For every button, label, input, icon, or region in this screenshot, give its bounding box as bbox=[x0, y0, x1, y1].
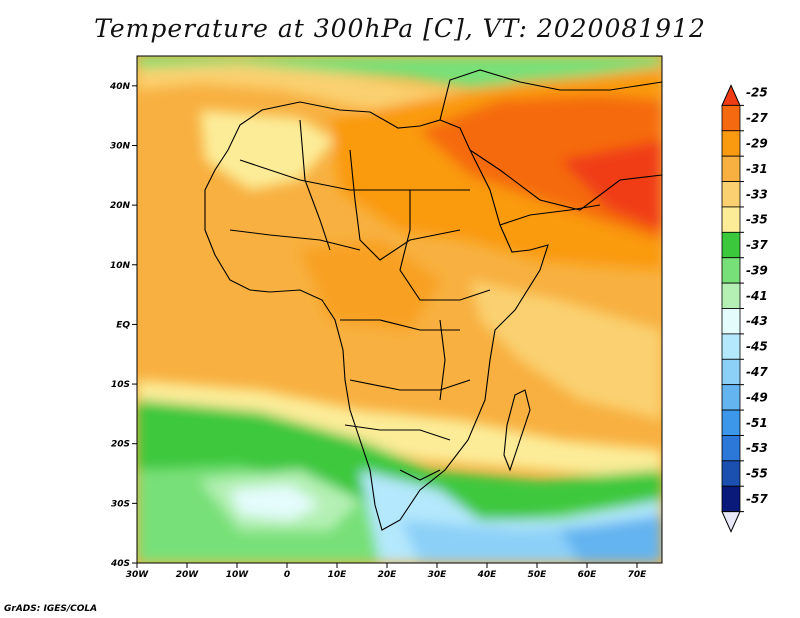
colorbar-label: -35 bbox=[746, 213, 768, 227]
latitude-axis: 40N 30N 20N 10N EQ 10S 20S 30S 40S bbox=[109, 82, 137, 569]
lon-tick-label: 30E bbox=[428, 570, 448, 580]
colorbar-bottom-arrow bbox=[721, 511, 741, 533]
colorbar-segment bbox=[721, 206, 741, 233]
lat-tick-label: 30S bbox=[111, 499, 130, 509]
lon-tick-label: 40E bbox=[477, 570, 498, 580]
colorbar-segment bbox=[721, 460, 741, 487]
lon-tick-label: 50E bbox=[528, 570, 548, 580]
temperature-field bbox=[137, 56, 662, 563]
colorbar-label: -51 bbox=[746, 416, 768, 430]
colorbar-segment bbox=[721, 435, 741, 462]
lon-tick-label: 10W bbox=[226, 570, 250, 580]
colorbar-label: -49 bbox=[746, 390, 768, 404]
colorbar-label: -29 bbox=[746, 136, 768, 150]
lon-tick-label: 30W bbox=[126, 570, 150, 580]
colorbar-label: -27 bbox=[746, 111, 768, 125]
colorbar-label: -53 bbox=[746, 441, 768, 455]
coastline-borders bbox=[204, 69, 662, 531]
longitude-axis: 30W 20W 10W 0 10E 20E 30E 40E 50E 60E 70E bbox=[126, 563, 647, 580]
colorbar-segment bbox=[721, 409, 741, 436]
colorbar-label: -33 bbox=[746, 187, 768, 201]
lon-tick-label: 20E bbox=[378, 570, 398, 580]
colorbar-label: -45 bbox=[746, 340, 768, 354]
colorbar: -25 -27 -29 -31 -33 -35 -37 -39 -41 -43 -45 -47 -49 -… bbox=[721, 84, 768, 533]
colorbar-segment bbox=[721, 358, 741, 386]
lat-tick-label: 40N bbox=[109, 82, 131, 92]
lon-tick-label: 60E bbox=[578, 570, 598, 580]
lon-tick-label: 20W bbox=[176, 570, 200, 580]
lat-tick-label: EQ bbox=[116, 320, 130, 330]
lon-tick-label: 70E bbox=[628, 570, 648, 580]
lat-tick-label: 10N bbox=[110, 261, 131, 271]
colorbar-segment bbox=[721, 181, 741, 208]
map-title: Temperature at 300hPa [C], VT: 202008191… bbox=[94, 14, 706, 43]
lat-tick-label: 20S bbox=[111, 440, 130, 450]
colorbar-label: -37 bbox=[746, 238, 768, 252]
colorbar-top-arrow bbox=[721, 84, 741, 106]
colorbar-label: -39 bbox=[746, 263, 768, 277]
lat-tick-label: 40S bbox=[110, 559, 130, 569]
colorbar-segment bbox=[721, 257, 741, 284]
colorbar-segment bbox=[721, 384, 741, 411]
colorbar-label: -25 bbox=[746, 86, 768, 100]
colorbar-segment bbox=[721, 231, 741, 259]
colorbar-label: -31 bbox=[746, 162, 768, 176]
colorbar-label: -41 bbox=[746, 289, 768, 303]
colorbar-label: -43 bbox=[746, 314, 768, 328]
credit-text: GrADS: IGES/COLA bbox=[4, 604, 98, 614]
lat-tick-label: 20N bbox=[110, 201, 131, 211]
lon-tick-label: 0 bbox=[284, 570, 290, 580]
colorbar-segment bbox=[721, 130, 741, 157]
lat-tick-label: 30N bbox=[110, 141, 131, 151]
colorbar-segment bbox=[721, 333, 741, 360]
colorbar-label: -47 bbox=[746, 365, 768, 379]
colorbar-segment bbox=[721, 104, 741, 132]
colorbar-segment bbox=[721, 155, 741, 182]
colorbar-segment bbox=[721, 485, 741, 513]
colorbar-label: -55 bbox=[746, 467, 768, 481]
plot-frame bbox=[136, 55, 663, 564]
colorbar-label: -57 bbox=[746, 492, 768, 506]
colorbar-segment bbox=[721, 282, 741, 309]
lon-tick-label: 10E bbox=[328, 570, 348, 580]
lat-tick-label: 10S bbox=[111, 380, 130, 390]
colorbar-segment bbox=[721, 308, 741, 335]
